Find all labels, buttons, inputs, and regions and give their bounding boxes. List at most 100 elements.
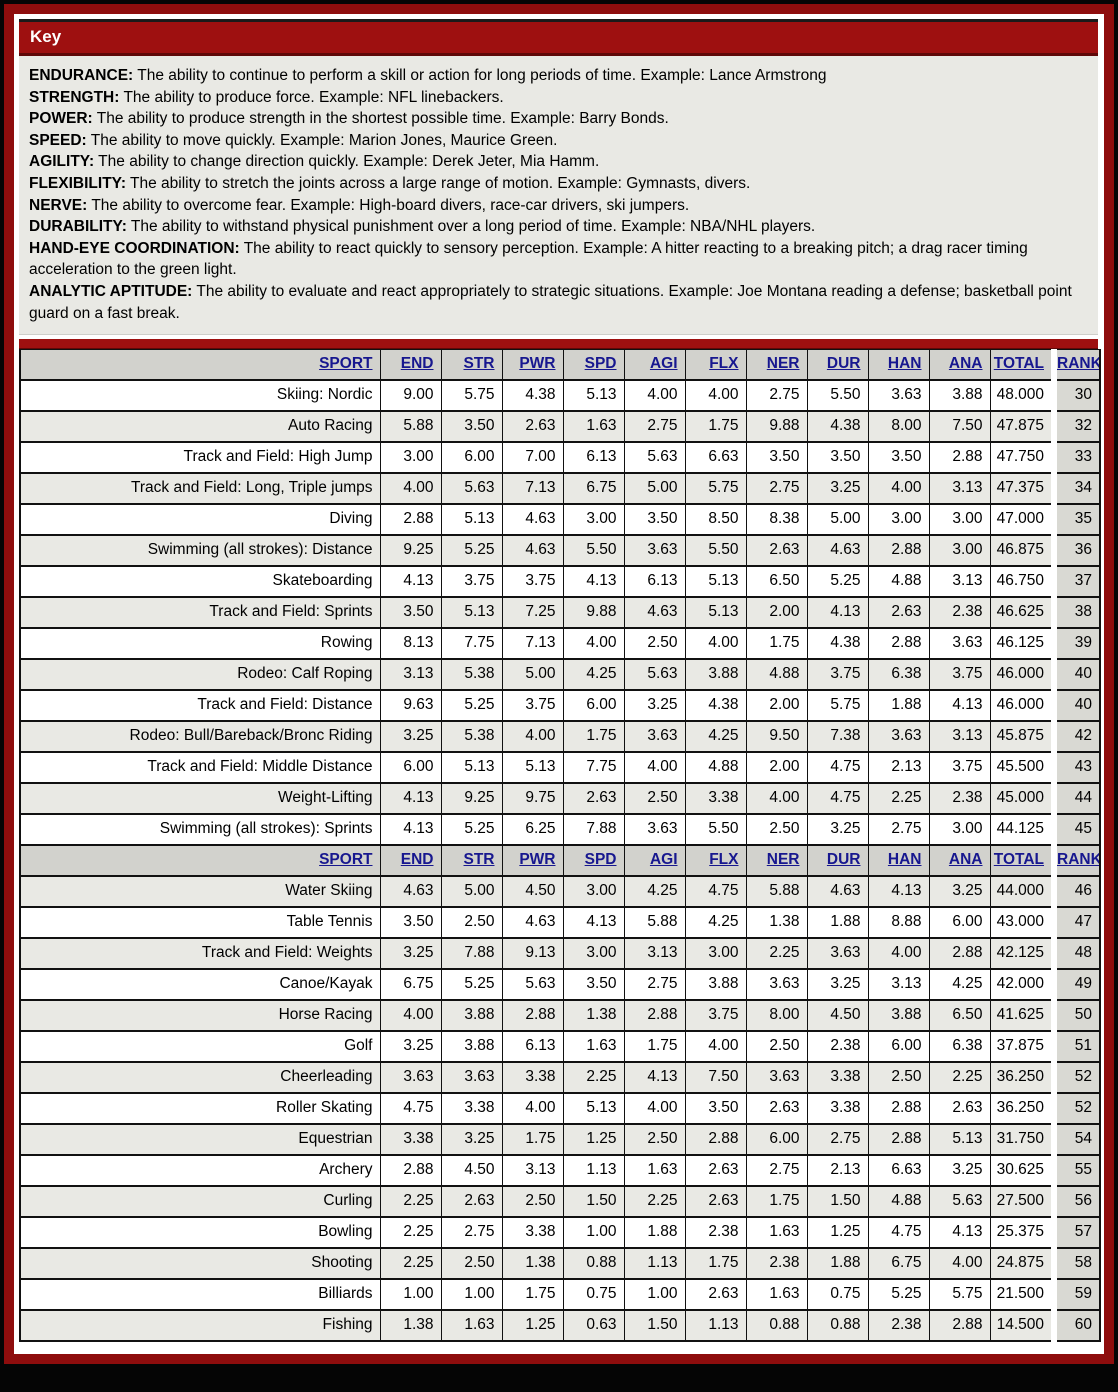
score-cell: 1.63 — [623, 1155, 685, 1188]
score-cell: 2.25 — [379, 1186, 441, 1219]
score-cell: 2.00 — [745, 597, 807, 630]
column-header-spd[interactable]: SPD — [562, 349, 624, 382]
table-row: Archery 2.88 4.50 3.13 1.13 1.63 2.63 2.75 2.13 6… — [20, 1155, 1101, 1188]
rank-cell: 51 — [1051, 1031, 1101, 1064]
sport-cell: Swimming (all strokes): Sprints — [20, 814, 380, 847]
column-header-spd[interactable]: SPD — [562, 844, 624, 878]
score-cell: 3.63 — [928, 628, 990, 661]
score-cell: 4.63 — [806, 876, 868, 909]
key-definition-text: The ability to continue to perform a ski… — [133, 67, 827, 84]
table-row: Track and Field: Weights 3.25 7.88 9.13 3.00… — [20, 938, 1101, 971]
column-header-total[interactable]: TOTAL — [989, 844, 1054, 878]
key-definition: STRENGTH: The ability to produce force. … — [29, 87, 1088, 109]
score-cell: 3.38 — [379, 1124, 441, 1157]
sport-cell: Canoe/Kayak — [20, 969, 380, 1002]
score-cell: 3.25 — [928, 1155, 990, 1188]
rank-cell: 56 — [1051, 1186, 1101, 1219]
score-cell: 4.00 — [501, 1093, 563, 1126]
sport-cell: Curling — [20, 1186, 380, 1219]
score-cell: 2.38 — [928, 597, 990, 630]
key-term: ENDURANCE: — [29, 67, 134, 84]
column-header-str[interactable]: STR — [440, 844, 502, 878]
column-header-ner[interactable]: NER — [745, 349, 807, 382]
score-cell: 2.00 — [745, 752, 807, 785]
key-definition: DURABILITY: The ability to withstand phy… — [29, 216, 1088, 238]
column-header-str[interactable]: STR — [440, 349, 502, 382]
score-cell: 1.63 — [745, 1279, 807, 1312]
column-header-ner[interactable]: NER — [745, 844, 807, 878]
key-title: Key — [30, 27, 62, 46]
score-cell: 3.00 — [928, 814, 990, 847]
table-row: Canoe/Kayak 6.75 5.25 5.63 3.50 2.75 3.88 3.63 3… — [20, 969, 1101, 1002]
score-cell: 6.25 — [501, 814, 563, 847]
score-cell: 0.88 — [806, 1310, 868, 1343]
key-definition-text: The ability to withstand physical punish… — [126, 218, 816, 236]
score-cell: 5.50 — [806, 380, 868, 413]
score-cell: 1.75 — [501, 1279, 563, 1312]
score-cell: 4.13 — [867, 876, 929, 909]
rank-cell: 35 — [1051, 504, 1101, 537]
score-cell: 4.00 — [623, 752, 685, 785]
score-cell: 3.13 — [928, 566, 990, 599]
score-cell: 3.50 — [379, 597, 441, 630]
score-cell: 5.25 — [867, 1279, 929, 1312]
score-cell: 2.38 — [928, 783, 990, 816]
column-header-han[interactable]: HAN — [867, 844, 929, 878]
column-header-sport[interactable]: SPORT — [20, 844, 380, 878]
score-cell: 3.63 — [867, 721, 929, 754]
score-cell: 3.25 — [379, 1031, 441, 1064]
rank-cell: 32 — [1051, 411, 1101, 444]
score-cell: 5.75 — [928, 1279, 990, 1312]
column-header-rank[interactable]: RANK — [1051, 844, 1101, 878]
column-header-flx[interactable]: FLX — [684, 844, 746, 878]
score-cell: 1.38 — [745, 907, 807, 940]
column-header-end[interactable]: END — [379, 349, 441, 382]
score-cell: 3.88 — [440, 1000, 502, 1033]
score-cell: 2.63 — [501, 411, 563, 444]
score-cell: 5.25 — [806, 566, 868, 599]
score-cell: 3.63 — [379, 1062, 441, 1095]
score-cell: 9.63 — [379, 690, 441, 723]
score-cell: 2.88 — [623, 1000, 685, 1033]
score-cell: 1.38 — [562, 1000, 624, 1033]
column-header-dur[interactable]: DUR — [806, 844, 868, 878]
column-header-pwr[interactable]: PWR — [501, 349, 563, 382]
total-cell: 45.500 — [989, 752, 1054, 785]
column-header-sport[interactable]: SPORT — [20, 349, 380, 382]
score-cell: 2.88 — [501, 1000, 563, 1033]
column-header-agi[interactable]: AGI — [623, 349, 685, 382]
score-cell: 2.38 — [745, 1248, 807, 1281]
column-header-pwr[interactable]: PWR — [501, 844, 563, 878]
table-row: Fishing 1.38 1.63 1.25 0.63 1.50 1.13 0.88 0.88 2… — [20, 1310, 1101, 1343]
score-cell: 4.63 — [501, 907, 563, 940]
score-cell: 5.00 — [623, 473, 685, 506]
score-cell: 5.00 — [806, 504, 868, 537]
table-row: Track and Field: Long, Triple jumps 4.00 5… — [20, 473, 1101, 506]
score-cell: 3.00 — [562, 876, 624, 909]
column-header-ana[interactable]: ANA — [928, 349, 990, 382]
rank-cell: 52 — [1051, 1093, 1101, 1126]
score-cell: 2.25 — [623, 1186, 685, 1219]
score-cell: 3.50 — [806, 442, 868, 475]
score-cell: 2.63 — [745, 1093, 807, 1126]
column-header-rank[interactable]: RANK — [1051, 349, 1101, 382]
sport-cell: Roller Skating — [20, 1093, 380, 1126]
column-header-agi[interactable]: AGI — [623, 844, 685, 878]
score-cell: 2.25 — [867, 783, 929, 816]
score-cell: 4.38 — [684, 690, 746, 723]
score-cell: 3.38 — [806, 1062, 868, 1095]
column-header-total[interactable]: TOTAL — [989, 349, 1054, 382]
score-cell: 5.75 — [440, 380, 502, 413]
score-cell: 2.50 — [623, 783, 685, 816]
score-cell: 4.50 — [501, 876, 563, 909]
column-header-ana[interactable]: ANA — [928, 844, 990, 878]
rank-cell: 52 — [1051, 1062, 1101, 1095]
column-header-han[interactable]: HAN — [867, 349, 929, 382]
score-cell: 3.25 — [623, 690, 685, 723]
column-header-dur[interactable]: DUR — [806, 349, 868, 382]
column-header-flx[interactable]: FLX — [684, 349, 746, 382]
score-cell: 6.00 — [867, 1031, 929, 1064]
total-cell: 46.000 — [989, 659, 1054, 692]
column-header-end[interactable]: END — [379, 844, 441, 878]
sport-cell: Rodeo: Bull/Bareback/Bronc Riding — [20, 721, 380, 754]
